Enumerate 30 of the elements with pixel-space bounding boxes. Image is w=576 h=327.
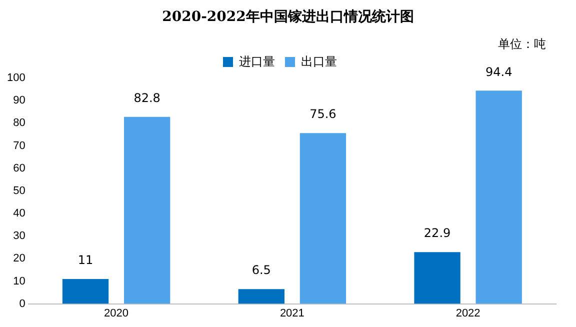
bar <box>62 278 109 304</box>
y-tick-label: 20 <box>13 252 26 265</box>
bar <box>414 252 460 304</box>
bar <box>476 90 522 304</box>
legend-label: 进口量 <box>239 54 275 68</box>
x-tick-label: 2022 <box>456 307 480 320</box>
y-tick-label: 40 <box>13 208 26 220</box>
x-tick-label: 2020 <box>104 307 129 320</box>
y-tick-label: 50 <box>13 184 26 197</box>
data-label: 11 <box>78 253 94 268</box>
y-tick-label: 30 <box>13 230 26 242</box>
data-label: 94.4 <box>485 64 512 79</box>
bar <box>238 289 284 304</box>
y-tick-label: 10 <box>13 275 26 288</box>
bar <box>124 116 170 304</box>
y-tick-label: 60 <box>13 162 26 174</box>
text: 单位：吨 <box>498 36 546 53</box>
y-tick-label: 90 <box>13 94 26 107</box>
y-tick-label: 80 <box>13 117 26 130</box>
data-label: 22.9 <box>424 226 451 240</box>
y-tick-label: 100 <box>6 72 26 84</box>
x-tick-label: 2021 <box>280 307 304 320</box>
chart-title: 2020-2022年中国镓进出口情况统计图 <box>161 8 415 26</box>
data-label: 6.5 <box>252 263 271 278</box>
legend-label: 出口量 <box>301 54 337 68</box>
bar <box>300 133 346 304</box>
y-tick-label: 0 <box>19 298 26 310</box>
y-tick-label: 70 <box>13 140 26 152</box>
data-label: 75.6 <box>310 107 336 122</box>
data-label: 82.8 <box>134 90 160 105</box>
